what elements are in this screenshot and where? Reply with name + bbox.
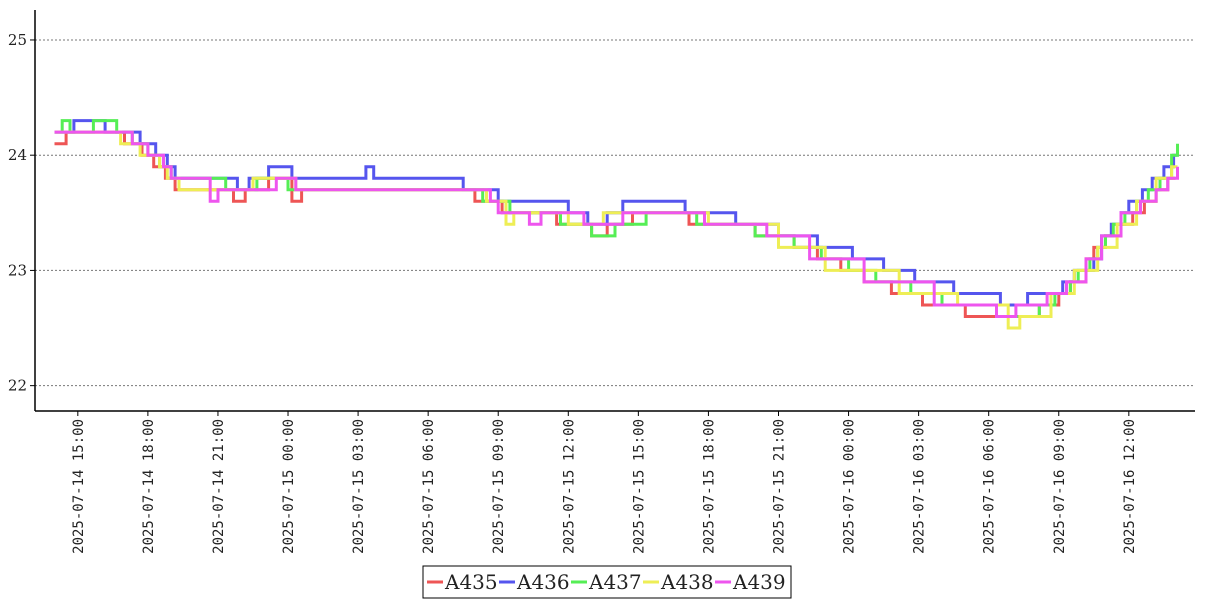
y-tick-labels: 22 23 24 25: [8, 31, 27, 395]
x-tick-label: 2025-07-15 03:00: [351, 419, 367, 554]
x-tick-label: 2025-07-14 15:00: [71, 419, 87, 554]
x-tick-label: 2025-07-16 12:00: [1122, 419, 1138, 554]
series-line-a439: [54, 130, 1179, 318]
x-tick-label: 2025-07-15 12:00: [561, 419, 577, 554]
x-tick-label: 2025-07-16 09:00: [1052, 419, 1068, 554]
y-tick-label: 22: [8, 377, 27, 395]
x-tick-labels: 2025-07-14 15:00 2025-07-14 18:00 2025-07-…: [71, 419, 1138, 554]
series-line-a436: [54, 119, 1178, 307]
y-tick-label: 25: [8, 31, 27, 49]
legend: A435 A436 A437 A438 A439: [422, 565, 792, 599]
legend-label: A437: [588, 570, 642, 594]
series-lines: [54, 119, 1179, 330]
y-tick-label: 23: [8, 261, 27, 279]
x-tick-label: 2025-07-14 21:00: [211, 419, 227, 554]
x-tick-label: 2025-07-16 06:00: [982, 419, 998, 554]
x-tick-label: 2025-07-15 15:00: [631, 419, 647, 554]
series-line-a438: [54, 130, 1178, 330]
x-tick-label: 2025-07-16 00:00: [842, 419, 858, 554]
y-tick-label: 24: [8, 146, 27, 164]
legend-label: A436: [516, 570, 570, 594]
axes: [30, 10, 1195, 416]
x-tick-label: 2025-07-14 18:00: [141, 419, 157, 554]
grid-lines: [35, 39, 1195, 387]
x-tick-label: 2025-07-15 00:00: [281, 419, 297, 554]
legend-label: A438: [660, 570, 714, 594]
x-tick-label: 2025-07-15 09:00: [491, 419, 507, 554]
x-tick-label: 2025-07-15 18:00: [701, 419, 717, 554]
x-tick-label: 2025-07-15 06:00: [421, 419, 437, 554]
legend-label: A435: [444, 570, 498, 594]
legend-label: A439: [732, 570, 786, 594]
series-line-a437: [54, 119, 1179, 318]
x-tick-label: 2025-07-16 03:00: [912, 419, 928, 554]
x-tick-label: 2025-07-15 21:00: [771, 419, 787, 554]
